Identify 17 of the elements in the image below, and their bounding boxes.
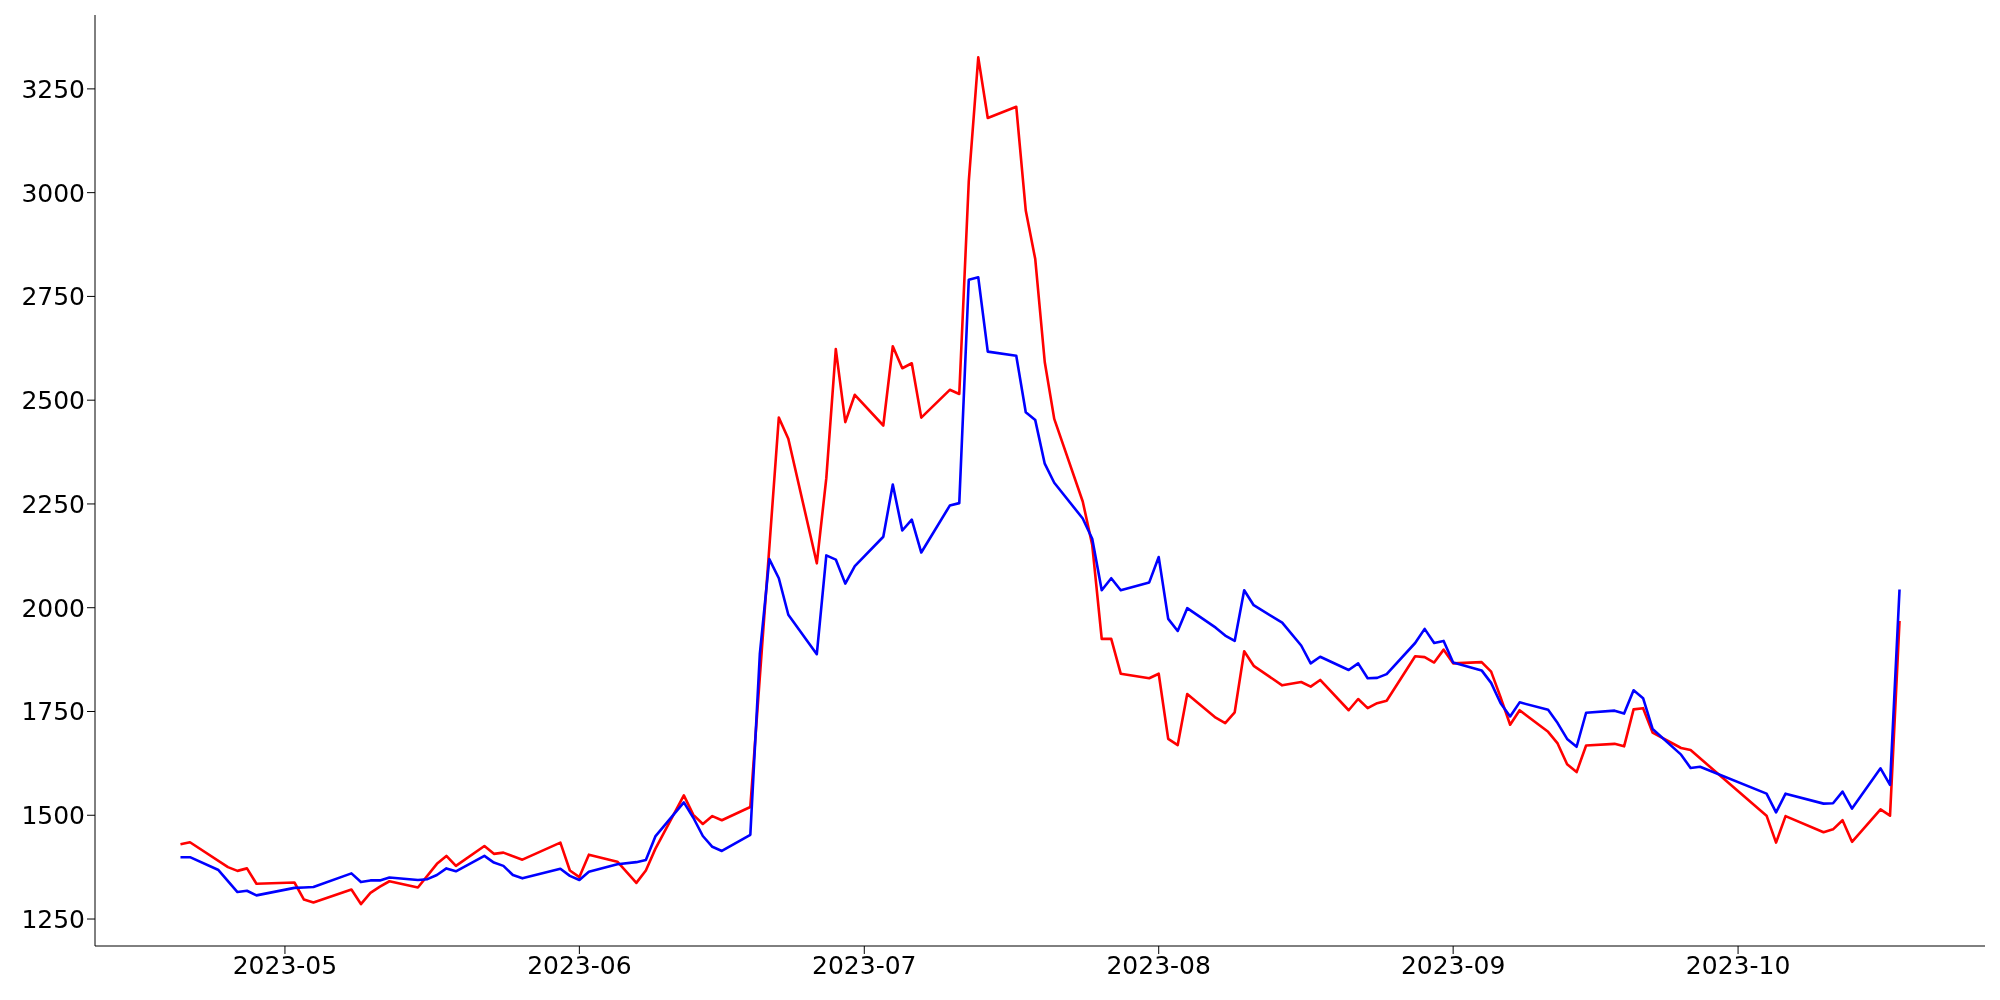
y-tick-label: 2750 bbox=[21, 282, 85, 312]
y-tick-label: 1250 bbox=[21, 904, 85, 934]
x-tick-label: 2023-07 bbox=[812, 950, 917, 980]
x-tick-label: 2023-06 bbox=[527, 950, 632, 980]
y-tick-label: 3000 bbox=[21, 178, 85, 208]
y-tick-label: 2250 bbox=[21, 489, 85, 519]
x-tick-label: 2023-09 bbox=[1400, 950, 1506, 980]
y-tick-label: 3250 bbox=[21, 74, 85, 104]
y-tick-label: 2500 bbox=[21, 386, 85, 416]
x-tick-label: 2023-05 bbox=[232, 950, 338, 980]
line-series bbox=[179, 276, 1901, 897]
y-tick-label: 2000 bbox=[21, 593, 85, 623]
x-tick-label: 2023-08 bbox=[1106, 950, 1211, 980]
y-tick-label: 1750 bbox=[21, 697, 85, 727]
x-tick-label: 2023-10 bbox=[1685, 950, 1791, 980]
line-series bbox=[179, 56, 1901, 906]
y-tick-label: 1500 bbox=[21, 801, 85, 831]
